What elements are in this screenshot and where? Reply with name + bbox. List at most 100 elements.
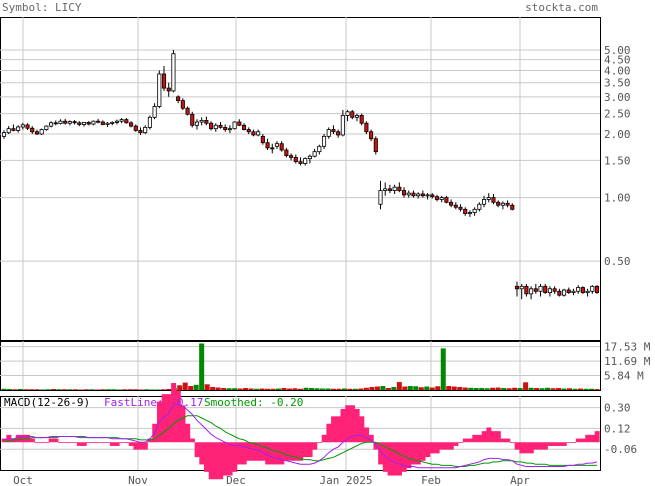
candle-body <box>444 197 449 203</box>
volume-bar <box>276 388 282 390</box>
volume-bar <box>1 388 7 390</box>
macd-histogram-bar <box>39 442 45 444</box>
volume-bar <box>561 388 567 390</box>
candle-body <box>270 147 275 150</box>
macd-fast-label: FastLine: -0.17 <box>104 396 203 409</box>
candle-body <box>411 192 416 197</box>
volume-bar <box>363 387 369 390</box>
candle-body <box>11 128 16 131</box>
macd-histogram-bar <box>566 442 572 444</box>
candle-body <box>580 287 585 293</box>
volume-bar <box>589 388 595 390</box>
price-tick-label: 4.50 <box>604 54 631 67</box>
macd-histogram-bar <box>255 442 261 461</box>
volume-bar <box>199 343 205 390</box>
volume-bar <box>215 387 221 390</box>
candle-body <box>538 285 543 292</box>
volume-bar <box>319 388 325 390</box>
macd-histogram-bar <box>189 438 195 443</box>
candle-body <box>449 201 454 206</box>
candle-body <box>232 121 237 130</box>
volume-bar <box>473 388 479 390</box>
macd-histogram-bar <box>222 442 228 476</box>
volume-bar <box>347 388 353 390</box>
candle-body <box>336 131 341 136</box>
volume-bar <box>385 388 391 390</box>
volume-bar <box>457 387 463 390</box>
macd-histogram-bar <box>552 442 558 446</box>
macd-histogram-bar <box>105 442 111 444</box>
candle-body <box>576 287 581 292</box>
price-tick-label: 2.50 <box>604 108 631 121</box>
macd-histogram-bar <box>180 405 186 443</box>
macd-histogram-bar <box>208 442 214 480</box>
volume-bar <box>341 388 347 390</box>
candle-body <box>594 285 600 293</box>
macd-histogram-bar <box>354 408 360 443</box>
macd-histogram-bar <box>288 442 294 461</box>
candle-body <box>67 121 72 124</box>
macd-histogram-bar <box>378 442 384 465</box>
volume-bar <box>111 389 117 390</box>
macd-histogram-bar <box>251 442 257 461</box>
macd-histogram-bar <box>425 442 431 458</box>
macd-histogram-bar <box>585 434 591 443</box>
volume-bar <box>243 388 249 390</box>
candle-body <box>53 122 58 125</box>
candle-body <box>185 107 190 115</box>
candle-body <box>81 122 87 125</box>
macd-histogram-bar <box>53 438 59 443</box>
candle-body <box>251 131 256 136</box>
candle-body <box>147 116 152 128</box>
candle-body <box>543 285 548 293</box>
macd-histogram-bar <box>561 442 567 446</box>
volume-bar <box>440 348 446 390</box>
macd-histogram-bar <box>396 442 402 476</box>
candle-body <box>350 111 355 118</box>
candle-body <box>161 73 167 89</box>
volume-bar <box>303 387 309 390</box>
candle-body <box>100 121 105 125</box>
candle-body <box>557 290 562 296</box>
volume-panel-frame <box>0 341 601 391</box>
macd-tick-label: 0.30 <box>604 402 631 415</box>
macd-histogram-bar <box>95 442 101 444</box>
candle-body <box>279 143 284 151</box>
candle-body <box>152 106 157 118</box>
candle-body <box>289 155 294 158</box>
candle-body <box>58 120 63 125</box>
macd-histogram-bar <box>476 434 482 443</box>
candle-body <box>364 122 369 133</box>
macd-histogram-bar <box>265 442 271 465</box>
macd-histogram-bar <box>269 442 275 465</box>
macd-histogram-bar <box>100 442 106 444</box>
volume-bar <box>17 389 23 390</box>
macd-histogram-bar <box>528 442 534 454</box>
price-tick-label: 3.50 <box>604 77 631 90</box>
macd-histogram-bar <box>161 394 167 443</box>
candle-body <box>227 128 232 131</box>
volume-bar <box>501 388 507 390</box>
candle-body <box>510 204 515 210</box>
macd-histogram-bar <box>533 442 539 450</box>
candle-body <box>477 203 482 210</box>
macd-panel-frame <box>0 396 601 471</box>
candle-body <box>463 208 468 214</box>
candle-body <box>566 289 571 293</box>
candle-body <box>298 161 303 164</box>
candle-body <box>138 130 143 134</box>
volume-bar <box>127 389 133 390</box>
macd-histogram-bar <box>335 416 341 443</box>
candle-body <box>293 157 298 163</box>
macd-histogram-bar <box>260 442 266 461</box>
macd-histogram-bar <box>411 442 417 465</box>
candle-body <box>223 126 228 130</box>
macd-histogram-bar <box>236 442 242 465</box>
macd-histogram-bar <box>547 442 553 446</box>
candle-body <box>157 73 162 107</box>
volume-bar <box>479 388 485 390</box>
x-tick-label: Feb <box>421 474 441 486</box>
macd-histogram-bar <box>349 405 355 443</box>
macd-histogram-bar <box>279 442 285 465</box>
